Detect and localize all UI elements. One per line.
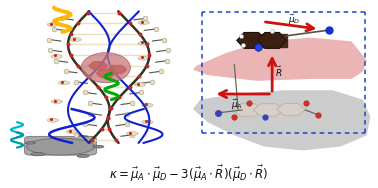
Ellipse shape (142, 103, 153, 107)
Polygon shape (237, 33, 266, 48)
Ellipse shape (51, 55, 62, 58)
Polygon shape (258, 33, 287, 48)
Ellipse shape (138, 56, 149, 60)
Ellipse shape (47, 23, 59, 26)
Ellipse shape (51, 100, 62, 103)
Ellipse shape (26, 138, 94, 155)
Ellipse shape (138, 41, 149, 45)
Text: $\vec{\mu}_A$: $\vec{\mu}_A$ (231, 98, 243, 112)
Ellipse shape (66, 130, 77, 133)
Polygon shape (277, 104, 305, 115)
Ellipse shape (142, 120, 153, 124)
Polygon shape (96, 69, 115, 77)
Ellipse shape (31, 152, 45, 156)
Text: $\vec{\mu}_D$: $\vec{\mu}_D$ (288, 13, 301, 27)
Ellipse shape (77, 155, 89, 158)
Ellipse shape (25, 142, 35, 144)
Ellipse shape (70, 38, 81, 41)
Ellipse shape (134, 83, 146, 86)
Polygon shape (253, 104, 284, 116)
Text: $\vec{R}$: $\vec{R}$ (275, 64, 283, 79)
Ellipse shape (93, 145, 104, 148)
Text: $\kappa = \vec{\mu}_A \cdot \vec{\mu}_D - 3(\vec{\mu}_A \cdot \vec{R})(\vec{\mu}: $\kappa = \vec{\mu}_A \cdot \vec{\mu}_D … (109, 164, 269, 184)
Polygon shape (89, 62, 108, 70)
Ellipse shape (81, 53, 130, 83)
FancyBboxPatch shape (25, 136, 96, 155)
Polygon shape (232, 104, 263, 116)
Polygon shape (108, 65, 127, 74)
Polygon shape (193, 38, 367, 81)
Polygon shape (193, 90, 370, 150)
Ellipse shape (127, 132, 138, 135)
Ellipse shape (47, 118, 59, 122)
Ellipse shape (138, 21, 149, 24)
Ellipse shape (59, 81, 70, 85)
